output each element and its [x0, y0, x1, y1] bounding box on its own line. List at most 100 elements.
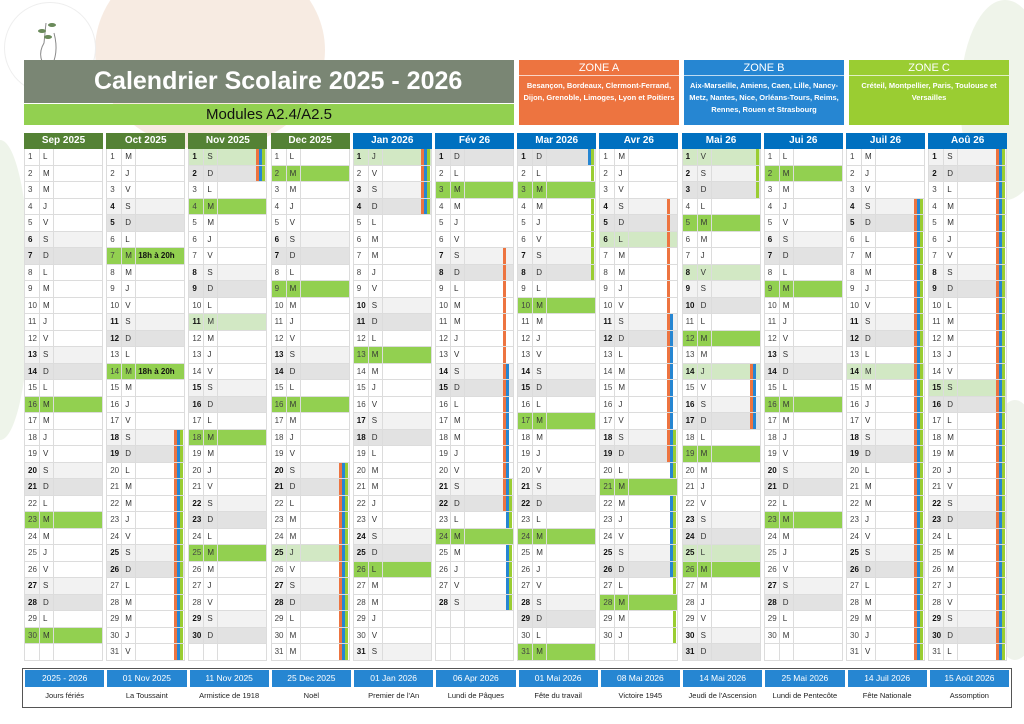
day-row[interactable]: 31	[846, 644, 925, 661]
day-row[interactable]: 26	[763, 561, 843, 578]
session-day-row[interactable]: 21	[599, 479, 679, 496]
day-row[interactable]: 22	[24, 495, 103, 512]
session-day-row[interactable]: 17	[517, 413, 597, 430]
day-row[interactable]: 2	[681, 165, 761, 182]
day-row[interactable]: 29	[599, 611, 679, 628]
day-row[interactable]: 3	[270, 182, 350, 199]
day-row[interactable]: 14	[599, 363, 679, 380]
day-row[interactable]: 11	[681, 314, 761, 331]
day-row[interactable]: 24	[681, 528, 761, 545]
holiday-row[interactable]: 1	[188, 149, 268, 166]
day-row[interactable]: 28	[24, 594, 103, 611]
day-row[interactable]: 25	[106, 545, 186, 562]
day-row[interactable]: 23	[517, 512, 597, 529]
day-row[interactable]: 7	[352, 248, 432, 265]
day-row[interactable]: 5	[188, 215, 268, 232]
day-row[interactable]: 23	[270, 512, 350, 529]
day-row[interactable]: 22	[763, 495, 843, 512]
day-row[interactable]: 26	[517, 561, 597, 578]
day-row[interactable]: 29	[188, 611, 268, 628]
day-row[interactable]: 23	[188, 512, 268, 529]
day-row[interactable]: 26	[928, 561, 1008, 578]
day-row[interactable]: 21	[517, 479, 597, 496]
day-row[interactable]: 30	[188, 627, 268, 644]
day-row[interactable]: 8	[352, 264, 432, 281]
day-row[interactable]: 14	[517, 363, 597, 380]
day-row[interactable]: 24	[846, 528, 925, 545]
day-row[interactable]: 26	[106, 561, 186, 578]
day-row[interactable]: 20	[517, 462, 597, 479]
day-row[interactable]: 10	[928, 297, 1008, 314]
day-row[interactable]: 21	[928, 479, 1008, 496]
day-row[interactable]: 13	[846, 347, 925, 364]
day-row[interactable]: 18	[681, 429, 761, 446]
holiday-row[interactable]: 8	[681, 264, 761, 281]
day-row[interactable]: 16	[599, 396, 679, 413]
day-row[interactable]: 25	[599, 545, 679, 562]
day-row[interactable]: 20	[270, 462, 350, 479]
holiday-row[interactable]: 25	[270, 545, 350, 562]
day-row[interactable]: 22	[106, 495, 186, 512]
day-row[interactable]: 13	[106, 347, 186, 364]
day-row[interactable]: 4	[270, 198, 350, 215]
session-day-row[interactable]: 24	[435, 528, 514, 545]
day-row[interactable]: 29	[352, 611, 432, 628]
day-row[interactable]: 9	[599, 281, 679, 298]
day-row[interactable]: 27	[599, 578, 679, 595]
day-row[interactable]: 31	[352, 644, 432, 661]
day-row[interactable]: 5	[517, 215, 597, 232]
day-row[interactable]: 13	[24, 347, 103, 364]
day-row[interactable]: 10	[24, 297, 103, 314]
day-row[interactable]: 5	[846, 215, 925, 232]
day-row[interactable]: 8	[763, 264, 843, 281]
day-row[interactable]: 17	[435, 413, 514, 430]
holiday-row[interactable]: 1	[352, 149, 432, 166]
day-row[interactable]: 27	[24, 578, 103, 595]
day-row[interactable]: 3	[106, 182, 186, 199]
day-row[interactable]: 8	[270, 264, 350, 281]
day-row[interactable]: 24	[188, 528, 268, 545]
day-row[interactable]: 2	[24, 165, 103, 182]
day-row[interactable]: 21	[106, 479, 186, 496]
day-row[interactable]: 23	[928, 512, 1008, 529]
day-row[interactable]: 9	[928, 281, 1008, 298]
day-row[interactable]: 18	[270, 429, 350, 446]
day-row[interactable]: 8	[517, 264, 597, 281]
day-row[interactable]: 29	[928, 611, 1008, 628]
day-row[interactable]: 11	[106, 314, 186, 331]
session-day-row[interactable]: 5	[681, 215, 761, 232]
day-row[interactable]: 4	[435, 198, 514, 215]
day-row[interactable]: 20	[846, 462, 925, 479]
day-row[interactable]: 13	[517, 347, 597, 364]
session-day-row[interactable]: 23	[24, 512, 103, 529]
day-row[interactable]: 1	[599, 149, 679, 166]
day-row[interactable]: 27	[188, 578, 268, 595]
day-row[interactable]: 10	[846, 297, 925, 314]
day-row[interactable]: 4	[24, 198, 103, 215]
day-row[interactable]: 2	[517, 165, 597, 182]
day-row[interactable]: 17	[846, 413, 925, 430]
day-row[interactable]: 8	[188, 264, 268, 281]
day-row[interactable]: 8	[24, 264, 103, 281]
day-row[interactable]: 3	[352, 182, 432, 199]
holiday-row[interactable]: 14	[681, 363, 761, 380]
session-day-row[interactable]: 9	[763, 281, 843, 298]
session-day-row[interactable]: 9	[270, 281, 350, 298]
day-row[interactable]: 18	[435, 429, 514, 446]
day-row[interactable]: 30	[270, 627, 350, 644]
day-row[interactable]: 12	[517, 330, 597, 347]
day-row[interactable]: 19	[352, 446, 432, 463]
day-row[interactable]: 9	[846, 281, 925, 298]
day-row[interactable]: 13	[188, 347, 268, 364]
day-row[interactable]: 4	[352, 198, 432, 215]
session-day-row[interactable]: 16	[270, 396, 350, 413]
day-row[interactable]: 16	[435, 396, 514, 413]
day-row[interactable]: 16	[188, 396, 268, 413]
day-row[interactable]: 26	[846, 561, 925, 578]
day-row[interactable]: 20	[352, 462, 432, 479]
day-row[interactable]: 11	[435, 314, 514, 331]
day-row[interactable]: 29	[270, 611, 350, 628]
day-row[interactable]: 6	[188, 231, 268, 248]
day-row[interactable]: 27	[846, 578, 925, 595]
day-row[interactable]: 11	[763, 314, 843, 331]
